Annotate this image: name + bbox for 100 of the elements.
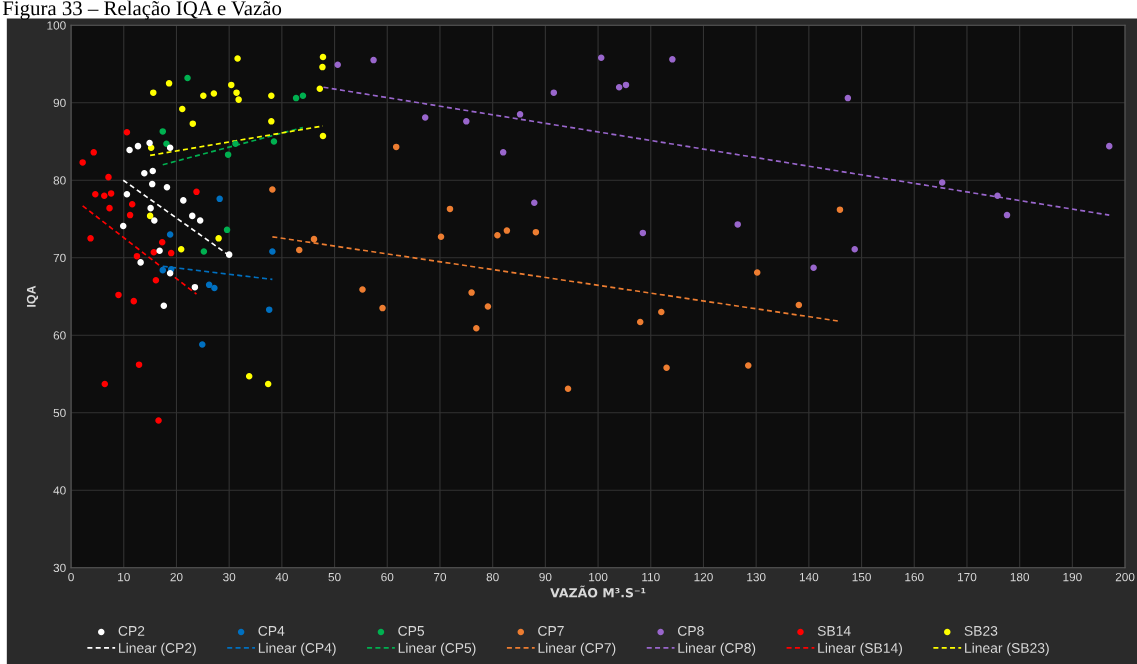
point: [844, 94, 852, 102]
point: [225, 251, 233, 258]
point: [160, 302, 168, 310]
point: [147, 204, 154, 212]
point: [264, 380, 272, 388]
point: [165, 80, 173, 87]
y-axis-title: IQA: [26, 285, 39, 307]
point: [105, 173, 112, 181]
point: [191, 283, 199, 291]
legend-label: SB14: [817, 625, 851, 636]
point: [663, 364, 670, 372]
point: [150, 89, 157, 96]
y-tick-label: 40: [53, 486, 66, 495]
point: [319, 63, 326, 71]
legend-label: CP5: [398, 625, 425, 636]
y-tick-label: 80: [53, 176, 66, 185]
point: [265, 306, 273, 313]
point: [79, 159, 86, 166]
x-tick-label: 170: [958, 572, 977, 582]
point: [216, 195, 223, 203]
point: [421, 114, 429, 121]
point: [836, 206, 844, 213]
point: [310, 235, 318, 243]
point: [159, 128, 167, 135]
legend-label: CP8: [678, 625, 704, 636]
point: [166, 144, 174, 151]
point: [101, 380, 109, 388]
legend-label: CP4: [258, 625, 285, 636]
point: [119, 222, 127, 230]
point: [531, 199, 538, 206]
point: [658, 308, 665, 316]
point: [146, 139, 153, 147]
legend-label: Linear (CP2): [119, 642, 196, 656]
x-tick-label: 70: [434, 572, 447, 582]
point: [1105, 142, 1113, 150]
legend-label: Linear (SB23): [965, 642, 1049, 656]
point: [615, 83, 623, 91]
point: [499, 149, 507, 156]
point: [359, 286, 366, 293]
point: [795, 301, 803, 309]
point: [1003, 211, 1011, 219]
point: [550, 89, 558, 96]
x-tick-label: 0: [68, 572, 74, 582]
point: [211, 284, 218, 292]
point: [156, 247, 163, 255]
point: [189, 120, 197, 127]
point: [270, 138, 278, 145]
point: [179, 105, 186, 113]
point: [494, 232, 501, 239]
legend-label: SB23: [964, 625, 998, 636]
point: [669, 56, 676, 63]
point: [177, 245, 185, 253]
x-tick-label: 80: [486, 572, 499, 582]
point: [292, 94, 300, 102]
point: [92, 190, 99, 198]
point: [133, 252, 141, 260]
point: [468, 289, 475, 296]
x-tick-label: 10: [118, 572, 130, 582]
legend-label: Linear (CP7): [538, 642, 616, 656]
point: [334, 61, 341, 69]
point: [234, 55, 241, 62]
x-tick-label: 100: [589, 572, 608, 582]
point: [223, 226, 231, 234]
point: [753, 269, 761, 276]
point: [184, 74, 191, 82]
point: [126, 146, 133, 154]
point: [484, 303, 492, 310]
point: [130, 297, 138, 305]
point: [134, 142, 142, 150]
point: [503, 227, 511, 234]
point: [123, 190, 131, 198]
point: [107, 190, 115, 197]
point: [268, 118, 275, 125]
point: [199, 341, 206, 348]
point: [296, 246, 303, 254]
point: [745, 362, 752, 369]
point: [370, 56, 377, 64]
point: [166, 231, 174, 238]
y-tick-label: 100: [47, 21, 66, 30]
point: [810, 264, 817, 272]
x-tick-label: 190: [1063, 572, 1082, 582]
point: [437, 233, 445, 241]
point: [200, 248, 208, 255]
point: [155, 417, 162, 424]
y-tick-label: 60: [53, 331, 66, 340]
point: [215, 235, 222, 242]
point: [137, 259, 144, 266]
point: [269, 248, 276, 255]
point: [516, 111, 524, 118]
point: [622, 81, 630, 89]
point: [189, 212, 196, 220]
legend-label: CP2: [118, 625, 145, 636]
x-tick-label: 130: [747, 572, 766, 582]
y-tick-label: 50: [53, 408, 66, 418]
point: [151, 217, 158, 224]
point: [166, 269, 174, 277]
legend-label: CP7: [538, 625, 564, 636]
y-tick-label: 90: [53, 98, 66, 108]
point: [639, 229, 647, 237]
point: [473, 324, 480, 332]
